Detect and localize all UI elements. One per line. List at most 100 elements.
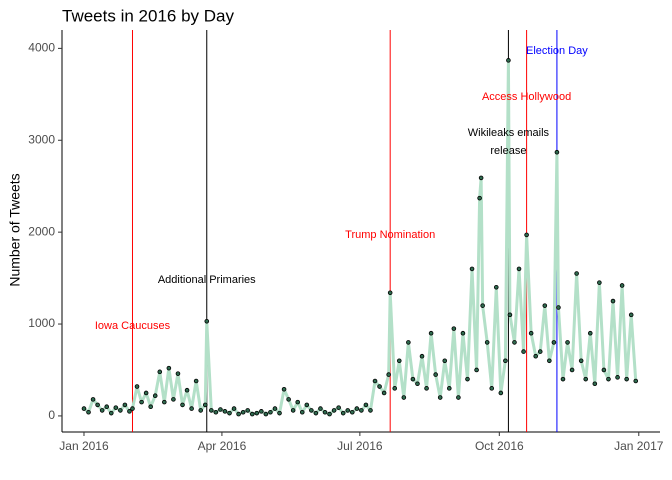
- tweet-point: [556, 305, 561, 310]
- tweet-point: [460, 330, 466, 336]
- event-label: Wikileaks emails: [468, 127, 550, 139]
- tweet-point: [381, 390, 387, 396]
- tweet-point: [171, 397, 176, 402]
- tweet-point: [299, 409, 305, 415]
- tweet-point: [222, 409, 228, 414]
- tweet-point: [456, 395, 461, 400]
- tweet-point: [610, 298, 616, 304]
- x-tick-label: Oct 2016: [475, 439, 524, 453]
- tweet-point: [442, 358, 448, 364]
- tweet-point: [521, 349, 526, 354]
- tweet-point: [349, 409, 355, 415]
- tweet-point: [189, 406, 194, 411]
- tweet-point: [533, 353, 539, 359]
- y-tick-label: 1000: [28, 316, 55, 330]
- tweet-point: [524, 232, 529, 238]
- event-label: Election Day: [526, 45, 588, 57]
- tweet-point: [272, 406, 278, 411]
- tweet-point: [104, 404, 110, 410]
- tweet-point: [81, 406, 87, 411]
- tweet-point: [227, 410, 232, 416]
- tweet-point: [118, 408, 123, 413]
- event-label: Iowa Caucuses: [95, 320, 171, 332]
- tweet-point: [542, 303, 548, 308]
- tweet-point: [231, 406, 237, 411]
- tweet-line: [83, 58, 638, 416]
- event-label: release: [490, 145, 526, 157]
- tweet-point: [465, 376, 470, 382]
- tweet-point: [386, 372, 391, 377]
- tweet-point: [437, 395, 443, 400]
- tweet-point: [396, 358, 402, 364]
- tweet-point: [268, 409, 273, 415]
- tweet-point: [152, 393, 158, 399]
- tweet-point: [633, 378, 639, 384]
- tweet-point: [184, 387, 190, 393]
- tweet-point: [578, 358, 584, 364]
- tweet-point: [336, 405, 341, 410]
- y-axis-title: Number of Tweets: [7, 173, 23, 286]
- tweet-point: [259, 409, 264, 414]
- tweet-point: [419, 353, 425, 359]
- tweet-point: [551, 340, 557, 345]
- tweet-point: [354, 406, 360, 411]
- tweet-point: [516, 266, 522, 272]
- tweet-point: [547, 358, 552, 364]
- y-tick-label: 4000: [28, 41, 55, 55]
- tweet-point: [503, 358, 508, 364]
- tweet-point: [592, 381, 598, 387]
- tweet-point: [345, 408, 351, 413]
- tweet-point: [240, 409, 246, 415]
- tweet-point: [359, 408, 364, 413]
- tweet-point: [560, 376, 566, 382]
- tweet-point: [213, 409, 219, 415]
- tweet-point: [157, 369, 163, 375]
- event-label: Trump Nomination: [345, 229, 435, 241]
- tweet-point: [86, 409, 91, 415]
- tweet-point: [113, 405, 119, 410]
- tweet-point: [451, 326, 457, 331]
- tweet-point: [624, 376, 629, 382]
- tweet-point: [304, 402, 310, 408]
- tweet-point: [209, 408, 214, 413]
- tweet-point: [410, 376, 416, 382]
- tweet-point: [574, 271, 579, 276]
- tweet-point: [537, 349, 543, 354]
- x-tick-label: Jan 2017: [614, 439, 664, 453]
- tweet-point: [477, 195, 482, 201]
- tweet-point: [601, 367, 607, 373]
- tweet-point: [401, 395, 407, 400]
- tweet-point: [134, 384, 140, 389]
- tweet-point: [619, 283, 625, 288]
- tweet-point: [507, 312, 513, 318]
- tweet-point: [204, 318, 210, 324]
- tweet-point: [108, 410, 114, 416]
- tweet-point: [628, 312, 634, 318]
- tweet-point: [99, 408, 105, 413]
- tweet-point: [127, 409, 132, 414]
- tweet-point: [406, 340, 411, 345]
- tweet-point: [484, 340, 490, 345]
- tweet-point: [313, 410, 319, 416]
- tweet-point: [254, 410, 260, 416]
- tweet-point: [245, 408, 250, 413]
- tweet-point: [392, 386, 398, 391]
- tweet-point: [377, 384, 382, 389]
- tweet-point: [372, 378, 378, 384]
- y-tick-label: 0: [48, 408, 55, 422]
- tweet-point: [236, 411, 241, 417]
- tweet-point: [218, 407, 223, 412]
- tweet-point: [368, 408, 373, 413]
- tweet-point: [340, 410, 346, 416]
- tweet-point: [415, 381, 420, 387]
- tweet-point: [143, 390, 149, 396]
- tweet-point: [130, 406, 135, 411]
- tweet-point: [528, 330, 534, 336]
- tweet-point: [512, 340, 517, 345]
- tweet-point: [148, 404, 153, 410]
- tweet-point: [286, 397, 291, 402]
- tweet-point: [249, 411, 255, 417]
- x-tick-label: Jul 2016: [337, 439, 383, 453]
- tweet-point: [198, 408, 203, 413]
